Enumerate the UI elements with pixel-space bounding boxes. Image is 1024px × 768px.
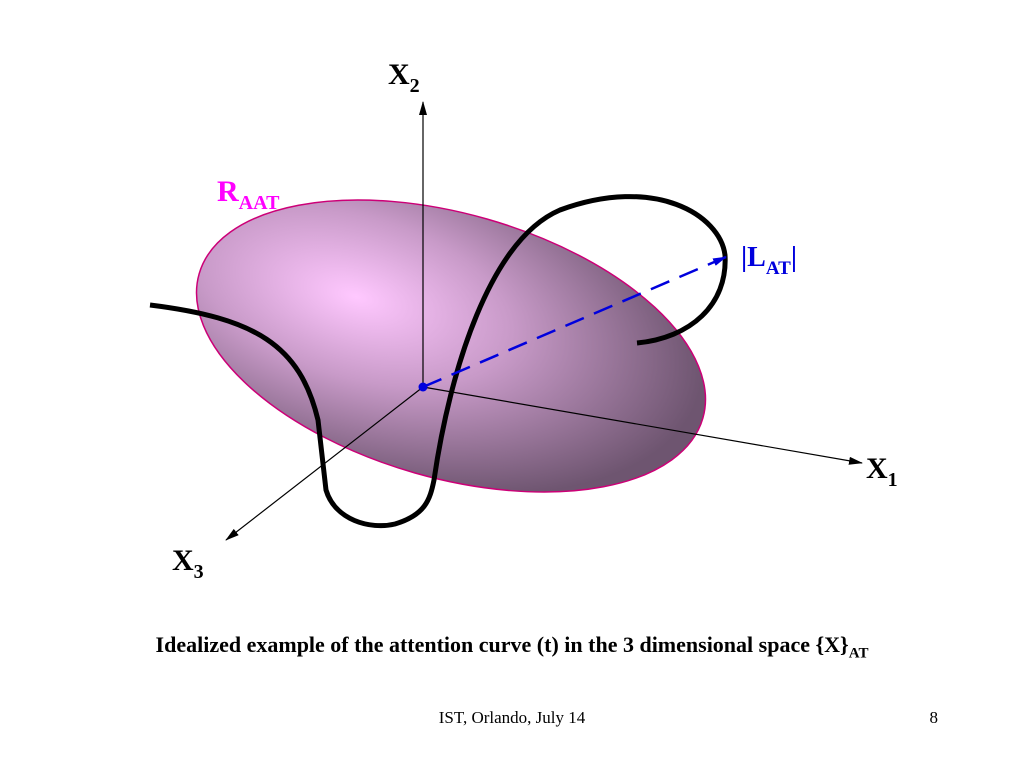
footer-event: IST, Orlando, July 14 [438,708,586,727]
caption-subscript: AT [848,645,869,662]
attention-vector [422,255,727,389]
x2-axis-label: X2 [388,58,420,97]
figure-caption: Idealized example of the attention curve… [0,632,1024,662]
region-label: RAAT [217,175,280,214]
attention-curve [149,194,728,529]
attention-region-ellipse [195,199,707,493]
vector-label: |LAT| [741,242,797,279]
x1-axis-label: X1 [866,452,898,491]
x3-axis-label: X3 [172,544,204,583]
caption-text: Idealized example of the attention curve… [155,632,849,657]
page-number: 8 [929,708,939,727]
x1-axis [422,386,863,465]
origin-point [418,382,428,392]
